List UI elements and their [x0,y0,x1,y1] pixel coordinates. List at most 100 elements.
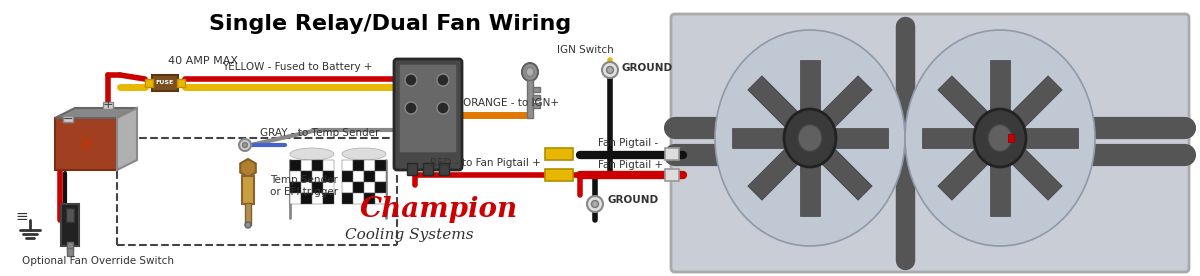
Ellipse shape [522,63,538,81]
Text: Single Relay/Dual Fan Wiring: Single Relay/Dual Fan Wiring [209,14,571,34]
Text: Champion: Champion [360,196,518,223]
Text: ORANGE - to IGN+: ORANGE - to IGN+ [463,98,559,108]
Bar [312,160,323,171]
Bar [364,171,374,182]
Text: RED - to Fan Pigtail +: RED - to Fan Pigtail + [430,158,541,168]
Bar [748,76,817,145]
Circle shape [242,142,247,147]
Bar [364,160,374,171]
Bar [533,103,540,108]
Text: IGN Switch: IGN Switch [557,45,613,55]
Bar [301,182,312,193]
Bar [364,193,374,204]
Bar [439,163,449,175]
Text: Fan Pigtail -: Fan Pigtail - [598,138,659,148]
Circle shape [587,196,604,212]
Text: 40 AMP MAX: 40 AMP MAX [168,56,238,66]
Bar [665,169,679,181]
Bar [301,160,312,171]
FancyBboxPatch shape [398,64,457,153]
Bar [937,131,1007,200]
Bar [992,76,1062,145]
Bar [353,160,364,171]
Circle shape [606,67,613,73]
Ellipse shape [905,30,1096,246]
FancyBboxPatch shape [671,14,1189,272]
Ellipse shape [974,109,1026,167]
Circle shape [245,222,251,228]
Bar [353,193,364,204]
Bar [533,87,540,92]
Bar [424,163,433,175]
Bar [67,248,73,256]
Ellipse shape [290,148,334,160]
Circle shape [406,102,418,114]
Polygon shape [55,108,137,118]
Bar [665,148,679,160]
Bar [374,182,386,193]
Bar [290,193,301,204]
Bar [323,182,334,193]
Polygon shape [55,118,118,170]
Bar [64,116,73,122]
Bar [527,80,533,118]
Bar [800,60,820,138]
Bar [290,182,301,193]
Ellipse shape [784,109,836,167]
Bar [242,176,254,204]
Polygon shape [118,108,137,170]
Bar [290,171,301,182]
Bar [301,171,312,182]
Bar [312,193,323,204]
Circle shape [239,139,251,151]
Polygon shape [240,159,256,177]
Bar [992,131,1062,200]
Text: GRAY - to Temp Sender: GRAY - to Temp Sender [260,128,379,138]
Bar [732,128,810,148]
Bar [748,131,817,200]
Text: YELLOW - Fused to Battery +: YELLOW - Fused to Battery + [222,62,372,72]
Bar [374,171,386,182]
Bar [937,76,1007,145]
Bar [342,171,353,182]
Bar [803,76,872,145]
Circle shape [592,200,599,208]
Bar [178,79,185,87]
Ellipse shape [526,68,534,76]
Text: Temp Sender
or EFI trigger: Temp Sender or EFI trigger [270,175,338,197]
Circle shape [437,102,449,114]
Bar [800,138,820,216]
Bar [323,171,334,182]
Bar [533,95,540,100]
Bar [1000,128,1078,148]
Bar [374,193,386,204]
Text: Fan Pigtail +: Fan Pigtail + [598,160,664,170]
Bar [545,169,574,181]
Bar [290,160,301,171]
Bar [145,79,154,87]
Bar [342,193,353,204]
Text: GROUND: GROUND [622,63,673,73]
Text: ≡: ≡ [16,208,29,224]
Ellipse shape [715,30,905,246]
Bar [364,182,374,193]
Bar [810,128,888,148]
Text: Cooling Systems: Cooling Systems [346,228,474,242]
Bar [342,160,353,171]
Ellipse shape [988,124,1012,152]
Bar [323,160,334,171]
Text: ×: × [78,134,94,153]
Bar [353,171,364,182]
Bar [374,160,386,171]
Text: −: − [62,113,73,126]
Bar [1008,134,1014,142]
Ellipse shape [342,148,386,160]
Bar [61,204,79,246]
Circle shape [437,74,449,86]
Bar [245,203,251,225]
Bar [407,163,418,175]
Bar [342,182,353,193]
Bar [803,131,872,200]
Bar [353,182,364,193]
Bar [103,102,113,109]
